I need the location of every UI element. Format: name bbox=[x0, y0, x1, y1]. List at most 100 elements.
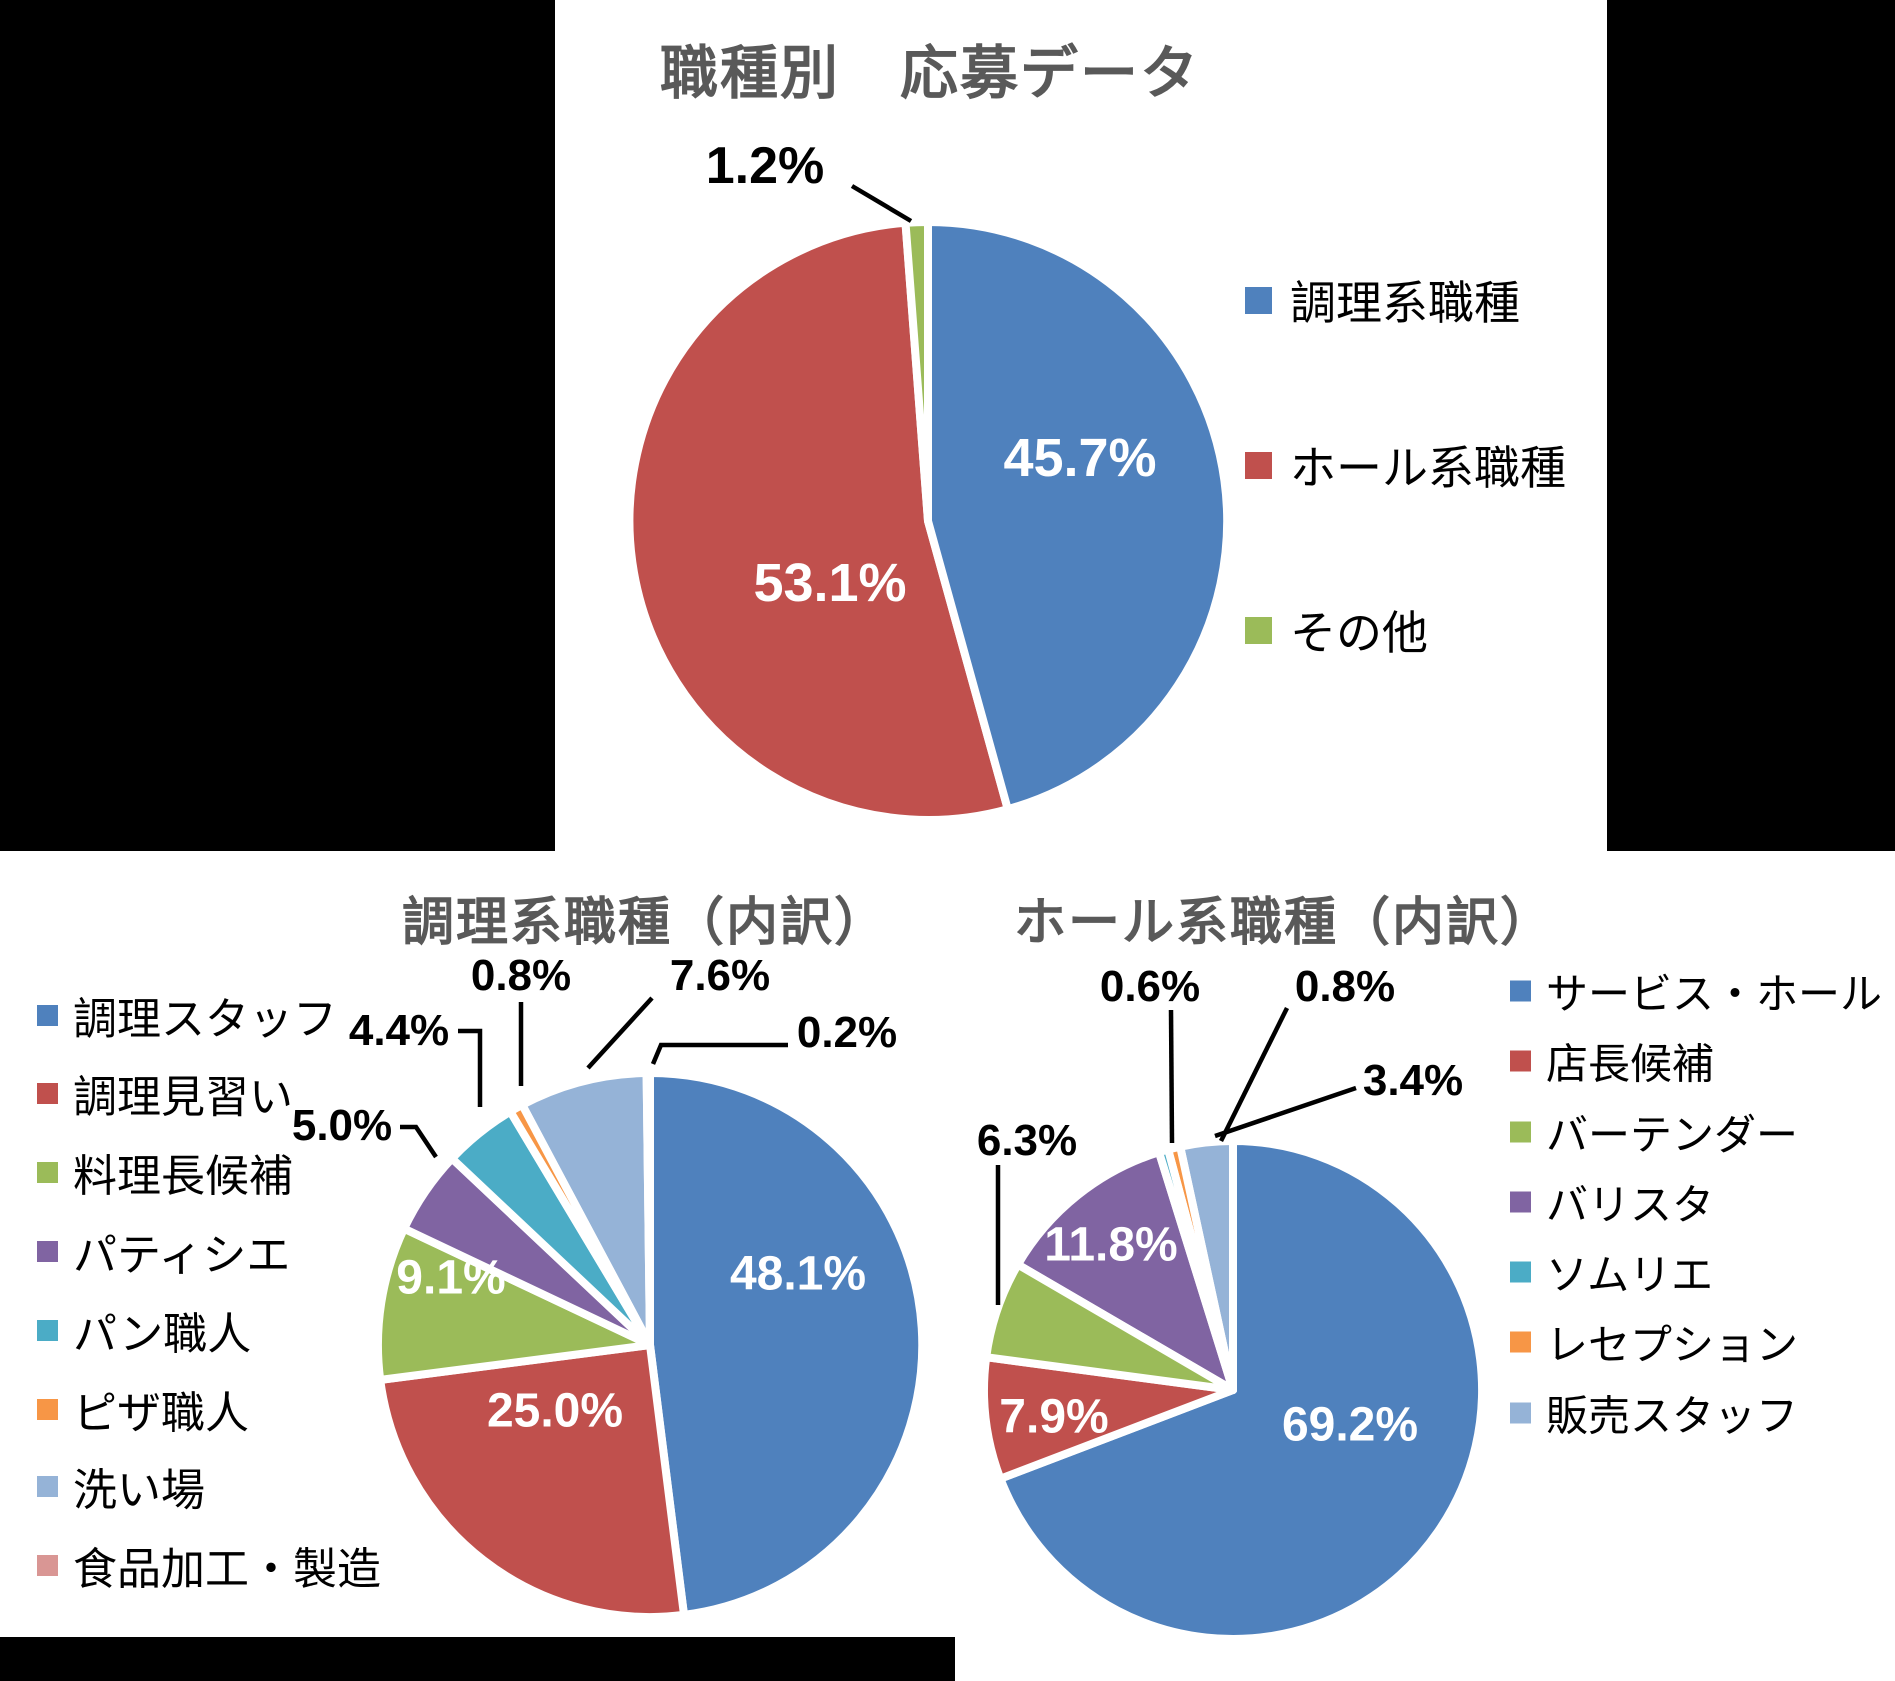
black-mask-top-left bbox=[0, 0, 555, 851]
legend-item-reception: レセプション bbox=[1510, 1312, 1798, 1373]
legend-item-cooking: 調理系職種 bbox=[1245, 267, 1520, 333]
pie-value-label-cook-staff: 48.1% bbox=[729, 1247, 867, 1301]
pie-value-label-sales-staff: 3.4% bbox=[1362, 1056, 1464, 1105]
legend-item-bartender: バーテンダー bbox=[1510, 1102, 1798, 1163]
legend-item-other: その他 bbox=[1245, 597, 1428, 663]
legend-swatch-cook-staff bbox=[37, 1004, 58, 1026]
legend-swatch-barista bbox=[1510, 1191, 1531, 1213]
legend-label-pizza: ピザ職人 bbox=[73, 1389, 249, 1438]
pie-value-label-hall: 53.1% bbox=[753, 553, 907, 613]
label-leader-line bbox=[650, 1042, 788, 1065]
legend-label-head-chef: 料理長候補 bbox=[73, 1152, 293, 1201]
legend-label-baker: パン職人 bbox=[73, 1310, 252, 1359]
legend-swatch-sales-staff bbox=[1510, 1402, 1531, 1424]
legend-item-food-processing: 食品加工・製造 bbox=[37, 1533, 381, 1597]
pie-value-label-dishwashing: 7.6% bbox=[669, 951, 771, 1000]
pie-slice-1-0 bbox=[646, 1069, 927, 1619]
pie-slice-0-2 bbox=[901, 217, 932, 525]
legend-item-dishwashing: 洗い場 bbox=[37, 1454, 205, 1518]
legend-label-reception: レセプション bbox=[1546, 1321, 1799, 1369]
black-mask-top-right bbox=[1607, 0, 1895, 851]
label-leader-line bbox=[850, 184, 913, 223]
title-cooking-breakdown: 調理系職種（内訳） bbox=[401, 894, 889, 952]
legend-label-cook-staff: 調理スタッフ bbox=[73, 995, 337, 1044]
legend-swatch-cook-apprentice bbox=[37, 1082, 58, 1104]
pie-slice-2-2 bbox=[982, 1260, 1237, 1394]
legend-item-manager: 店長候補 bbox=[1510, 1031, 1714, 1092]
legend-swatch-baker bbox=[37, 1319, 58, 1341]
pie-slice-2-4 bbox=[1155, 1145, 1237, 1394]
legend-label-barista: バリスタ bbox=[1546, 1181, 1715, 1229]
pie-value-label-sommelier: 0.6% bbox=[1099, 962, 1201, 1011]
legend-item-hall: ホール系職種 bbox=[1245, 432, 1566, 498]
label-leader-line bbox=[458, 1028, 483, 1107]
legend-swatch-dishwashing bbox=[37, 1475, 58, 1497]
legend-label-cooking: 調理系職種 bbox=[1290, 277, 1520, 329]
pie-value-label-barista: 11.8% bbox=[1044, 1218, 1178, 1272]
pie-value-label-cook-apprentice: 25.0% bbox=[486, 1384, 624, 1438]
legend-label-sommelier: ソムリエ bbox=[1546, 1251, 1714, 1299]
pie-value-label-food-processing: 0.2% bbox=[796, 1008, 898, 1057]
legend-label-cook-apprentice: 調理見習い bbox=[73, 1073, 293, 1122]
legend-label-other: その他 bbox=[1290, 607, 1428, 659]
legend-label-bartender: バーテンダー bbox=[1546, 1111, 1799, 1159]
label-leader-line bbox=[586, 996, 654, 1070]
legend-item-patissier: パティシエ bbox=[37, 1219, 290, 1283]
pie-value-label-pizza: 0.8% bbox=[470, 951, 572, 1000]
legend-swatch-hall bbox=[1245, 451, 1272, 479]
label-leader-line bbox=[1218, 1006, 1290, 1143]
legend-swatch-patissier bbox=[37, 1240, 58, 1262]
pie-value-label-service-hall: 69.2% bbox=[1281, 1398, 1419, 1452]
legend-label-patissier: パティシエ bbox=[73, 1231, 291, 1280]
legend-item-baker: パン職人 bbox=[37, 1298, 251, 1362]
legend-label-hall: ホール系職種 bbox=[1290, 442, 1566, 494]
legend-item-head-chef: 料理長候補 bbox=[37, 1140, 293, 1204]
pie-slice-2-3 bbox=[1013, 1148, 1237, 1394]
pie-value-label-manager: 7.9% bbox=[999, 1390, 1109, 1444]
legend-swatch-manager bbox=[1510, 1050, 1531, 1072]
legend-swatch-pizza bbox=[37, 1398, 58, 1420]
legend-item-sales-staff: 販売スタッフ bbox=[1510, 1383, 1798, 1444]
pie-slice-1-1 bbox=[376, 1341, 688, 1621]
label-leader-line bbox=[1214, 1085, 1357, 1139]
pie-slice-0-0 bbox=[924, 218, 1232, 814]
pie-slice-1-5 bbox=[506, 1100, 654, 1349]
legend-item-barista: バリスタ bbox=[1510, 1172, 1714, 1233]
legend-label-service-hall: サービス・ホール bbox=[1546, 970, 1883, 1018]
legend-item-cook-staff: 調理スタッフ bbox=[37, 983, 337, 1047]
title-overall: 職種別 応募データ bbox=[659, 41, 1201, 106]
pie-value-label-reception: 0.8% bbox=[1294, 962, 1396, 1011]
legend-swatch-head-chef bbox=[37, 1161, 58, 1183]
legend-item-service-hall: サービス・ホール bbox=[1510, 961, 1882, 1022]
legend-item-pizza: ピザ職人 bbox=[37, 1377, 249, 1441]
legend-swatch-food-processing bbox=[37, 1554, 58, 1576]
pie-slice-1-2 bbox=[373, 1224, 654, 1384]
pie-slice-1-7 bbox=[642, 1068, 654, 1349]
pie-value-label-head-chef: 9.1% bbox=[396, 1251, 506, 1305]
pie-slice-2-0 bbox=[996, 1137, 1487, 1643]
legend-item-cook-apprentice: 調理見習い bbox=[37, 1061, 293, 1125]
legend-swatch-other bbox=[1245, 616, 1272, 644]
legend-label-food-processing: 食品加工・製造 bbox=[73, 1545, 381, 1594]
legend-swatch-sommelier bbox=[1510, 1261, 1531, 1283]
pie-value-label-baker: 4.4% bbox=[348, 1006, 450, 1055]
pie-slice-2-1 bbox=[980, 1353, 1237, 1483]
legend-label-manager: 店長候補 bbox=[1546, 1040, 1715, 1088]
legend-swatch-bartender bbox=[1510, 1121, 1531, 1143]
black-mask-bottom bbox=[0, 1637, 955, 1681]
label-leader-line bbox=[400, 1124, 438, 1159]
pie-value-label-cooking: 45.7% bbox=[1003, 428, 1157, 488]
legend-swatch-service-hall bbox=[1510, 980, 1531, 1002]
pie-value-label-patissier: 5.0% bbox=[291, 1101, 393, 1150]
legend-label-sales-staff: 販売スタッフ bbox=[1546, 1392, 1799, 1440]
legend-item-sommelier: ソムリエ bbox=[1510, 1242, 1713, 1303]
legend-swatch-cooking bbox=[1245, 286, 1272, 314]
legend-swatch-reception bbox=[1510, 1331, 1531, 1353]
pie-value-label-other: 1.2% bbox=[705, 137, 825, 195]
legend-label-dishwashing: 洗い場 bbox=[73, 1466, 205, 1515]
label-leader-line bbox=[1168, 1009, 1175, 1144]
pie-value-label-bartender: 6.3% bbox=[976, 1116, 1078, 1165]
title-hall-breakdown: ホール系職種（内訳） bbox=[1013, 894, 1555, 952]
